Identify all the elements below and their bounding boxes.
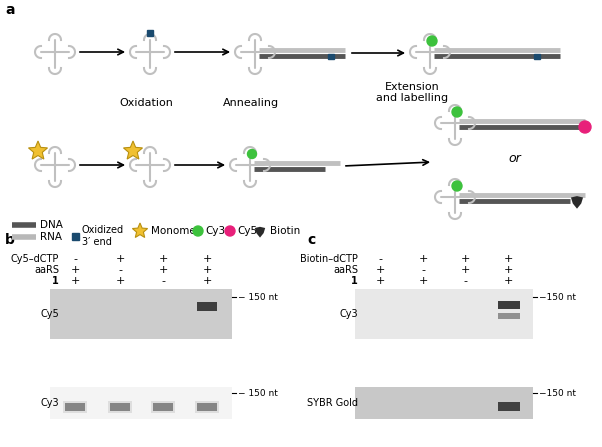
Bar bbox=[110, 403, 130, 411]
Text: +: + bbox=[461, 265, 470, 275]
Text: +: + bbox=[418, 276, 427, 286]
Text: +: + bbox=[418, 254, 427, 264]
Text: +: + bbox=[70, 276, 79, 286]
Bar bbox=[328, 54, 334, 59]
Circle shape bbox=[579, 121, 591, 133]
Text: 1: 1 bbox=[351, 276, 358, 286]
Text: +: + bbox=[70, 265, 79, 275]
Bar bbox=[108, 401, 132, 413]
Bar bbox=[151, 401, 175, 413]
Circle shape bbox=[452, 107, 462, 117]
Polygon shape bbox=[132, 223, 147, 237]
Text: c: c bbox=[307, 233, 315, 247]
Text: 1: 1 bbox=[52, 276, 59, 286]
Text: a: a bbox=[5, 3, 14, 17]
Bar bbox=[147, 30, 153, 36]
Text: -: - bbox=[161, 276, 165, 286]
Text: −150 nt: −150 nt bbox=[539, 292, 576, 301]
Bar bbox=[534, 54, 540, 59]
Bar bbox=[197, 403, 217, 411]
Text: -: - bbox=[421, 265, 425, 275]
Text: Biotin: Biotin bbox=[270, 226, 300, 236]
Circle shape bbox=[427, 36, 437, 46]
Text: -: - bbox=[118, 265, 122, 275]
Bar bbox=[72, 233, 79, 240]
Text: +: + bbox=[202, 265, 212, 275]
Text: Cy3: Cy3 bbox=[340, 309, 358, 319]
Bar bbox=[355, 289, 533, 339]
Text: +: + bbox=[375, 276, 385, 286]
Text: −150 nt: −150 nt bbox=[539, 388, 576, 397]
Polygon shape bbox=[255, 227, 265, 238]
Text: b: b bbox=[5, 233, 15, 247]
Bar bbox=[50, 387, 232, 419]
Text: Cy3: Cy3 bbox=[205, 226, 225, 236]
Text: +: + bbox=[158, 265, 168, 275]
Bar bbox=[498, 313, 520, 319]
Polygon shape bbox=[571, 196, 583, 209]
Bar bbox=[197, 302, 217, 311]
Text: -: - bbox=[378, 254, 382, 264]
Text: Cy3: Cy3 bbox=[40, 398, 59, 408]
Text: Oxidized
3′ end: Oxidized 3′ end bbox=[82, 225, 124, 247]
Bar bbox=[63, 401, 87, 413]
Bar bbox=[153, 403, 173, 411]
Text: or: or bbox=[509, 152, 521, 165]
Bar bbox=[498, 402, 520, 411]
Bar bbox=[498, 301, 520, 309]
Text: DNA: DNA bbox=[40, 220, 63, 230]
Circle shape bbox=[247, 149, 256, 159]
Text: +: + bbox=[116, 276, 125, 286]
Circle shape bbox=[193, 226, 203, 236]
Text: +: + bbox=[503, 265, 513, 275]
Circle shape bbox=[452, 181, 462, 191]
Bar bbox=[195, 401, 219, 413]
Text: +: + bbox=[503, 276, 513, 286]
Text: SYBR Gold: SYBR Gold bbox=[307, 398, 358, 408]
Text: Cy5: Cy5 bbox=[237, 226, 257, 236]
Text: +: + bbox=[158, 254, 168, 264]
Bar bbox=[65, 403, 85, 411]
Text: aaRS: aaRS bbox=[34, 265, 59, 275]
Polygon shape bbox=[28, 141, 48, 159]
Circle shape bbox=[225, 226, 235, 236]
Text: RNA: RNA bbox=[40, 232, 62, 242]
Bar bbox=[355, 387, 533, 419]
Text: +: + bbox=[202, 276, 212, 286]
Text: Monomer: Monomer bbox=[151, 226, 200, 236]
Text: Extension
and labelling: Extension and labelling bbox=[376, 82, 448, 103]
Text: − 150 nt: − 150 nt bbox=[238, 388, 278, 397]
Bar bbox=[50, 289, 232, 339]
Text: +: + bbox=[202, 254, 212, 264]
Text: -: - bbox=[73, 254, 77, 264]
Text: -: - bbox=[463, 276, 467, 286]
Text: Cy5–dCTP: Cy5–dCTP bbox=[11, 254, 59, 264]
Text: aaRS: aaRS bbox=[333, 265, 358, 275]
Text: +: + bbox=[116, 254, 125, 264]
Text: Cy5: Cy5 bbox=[40, 309, 59, 319]
Text: +: + bbox=[503, 254, 513, 264]
Text: Oxidation: Oxidation bbox=[119, 97, 173, 107]
Polygon shape bbox=[123, 141, 143, 159]
Text: +: + bbox=[461, 254, 470, 264]
Text: +: + bbox=[375, 265, 385, 275]
Text: Annealing: Annealing bbox=[223, 97, 279, 107]
Text: − 150 nt: − 150 nt bbox=[238, 292, 278, 301]
Text: Biotin–dCTP: Biotin–dCTP bbox=[300, 254, 358, 264]
